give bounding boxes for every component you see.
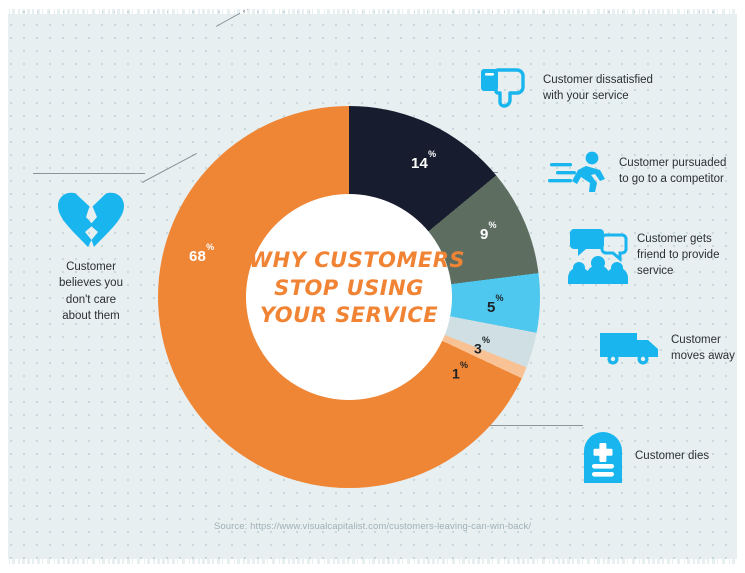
legend-item-dies[interactable]: Customer dies xyxy=(580,431,709,483)
center-title-line3: Your Service xyxy=(259,303,439,328)
legend-no-care-line3: don't care xyxy=(65,293,117,306)
donut-chart: Why Customers Stop Using Your Service 14… xyxy=(158,106,540,488)
legend-dissatisfied-line1: Customer dissatisfied xyxy=(543,74,653,87)
legend-no-care-line2: believes you xyxy=(59,277,123,290)
legend-dissatisfied-text: Customer dissatisfied with your service xyxy=(543,73,653,105)
legend-item-moves-away[interactable]: Customer moves away xyxy=(598,329,735,369)
donut-center-hole xyxy=(246,194,452,400)
frame-top-edge xyxy=(0,0,745,14)
legend-moves-away-line1: Customer xyxy=(671,334,721,347)
legend-no-care-text: Customer believes you don't care about t… xyxy=(30,259,152,324)
broken-heart-icon xyxy=(58,192,124,247)
legend-item-dissatisfied[interactable]: Customer dissatisfied with your service xyxy=(480,66,653,112)
legend-dies-text: Customer dies xyxy=(635,449,709,465)
tombstone-icon xyxy=(584,432,622,483)
legend-item-competitor[interactable]: Customer pursuaded to go to a competitor xyxy=(548,151,726,193)
legend-friend-line2: friend to provide xyxy=(637,249,720,262)
legend-friend-text: Customer gets friend to provide service xyxy=(637,232,719,280)
center-title-line2: Stop Using xyxy=(274,275,424,300)
frame-bottom-edge xyxy=(0,559,745,573)
segment-label-3: 3% xyxy=(474,335,491,357)
running-person-icon xyxy=(548,151,605,192)
legend-dies-line1: Customer dies xyxy=(635,450,710,463)
leader-line-dies-horiz xyxy=(463,425,583,426)
chart-center-title: Why Customers Stop Using Your Service xyxy=(249,247,466,330)
legend-friend-line3: service xyxy=(637,264,674,277)
segment-label-68: 68% xyxy=(189,242,215,265)
infographic-canvas: Why Customers Stop Using Your Service 14… xyxy=(8,9,737,564)
legend-friend-line1: Customer gets xyxy=(637,233,712,246)
legend-no-care-line4: about them xyxy=(62,309,120,322)
legend-no-care-line1: Customer xyxy=(66,261,116,273)
legend-item-no-care[interactable]: Customer believes you don't care about t… xyxy=(30,192,152,324)
legend-moves-away-text: Customer moves away xyxy=(671,333,735,365)
segment-label-5: 5% xyxy=(487,293,504,316)
legend-moves-away-line2: moves away xyxy=(671,350,735,362)
legend-dissatisfied-line2: with your service xyxy=(543,90,629,102)
legend-competitor-line1: Customer pursuaded xyxy=(619,157,727,170)
legend-item-friend[interactable]: Customer gets friend to provide service xyxy=(568,227,719,285)
leader-line-nocare-horiz xyxy=(33,173,145,174)
segment-label-1: 1% xyxy=(452,360,469,382)
people-chat-icon xyxy=(568,229,628,284)
source-caption: Source: https://www.visualcapitalist.com… xyxy=(213,521,532,532)
legend-competitor-line2: to go to a competitor xyxy=(619,173,724,185)
segment-label-9: 9% xyxy=(480,220,497,243)
legend-competitor-text: Customer pursuaded to go to a competitor xyxy=(619,156,726,188)
truck-icon xyxy=(600,333,658,365)
thumbs-down-icon xyxy=(481,68,525,108)
center-title-line1: Why Customers xyxy=(249,248,466,272)
segment-label-14: 14% xyxy=(411,149,437,172)
